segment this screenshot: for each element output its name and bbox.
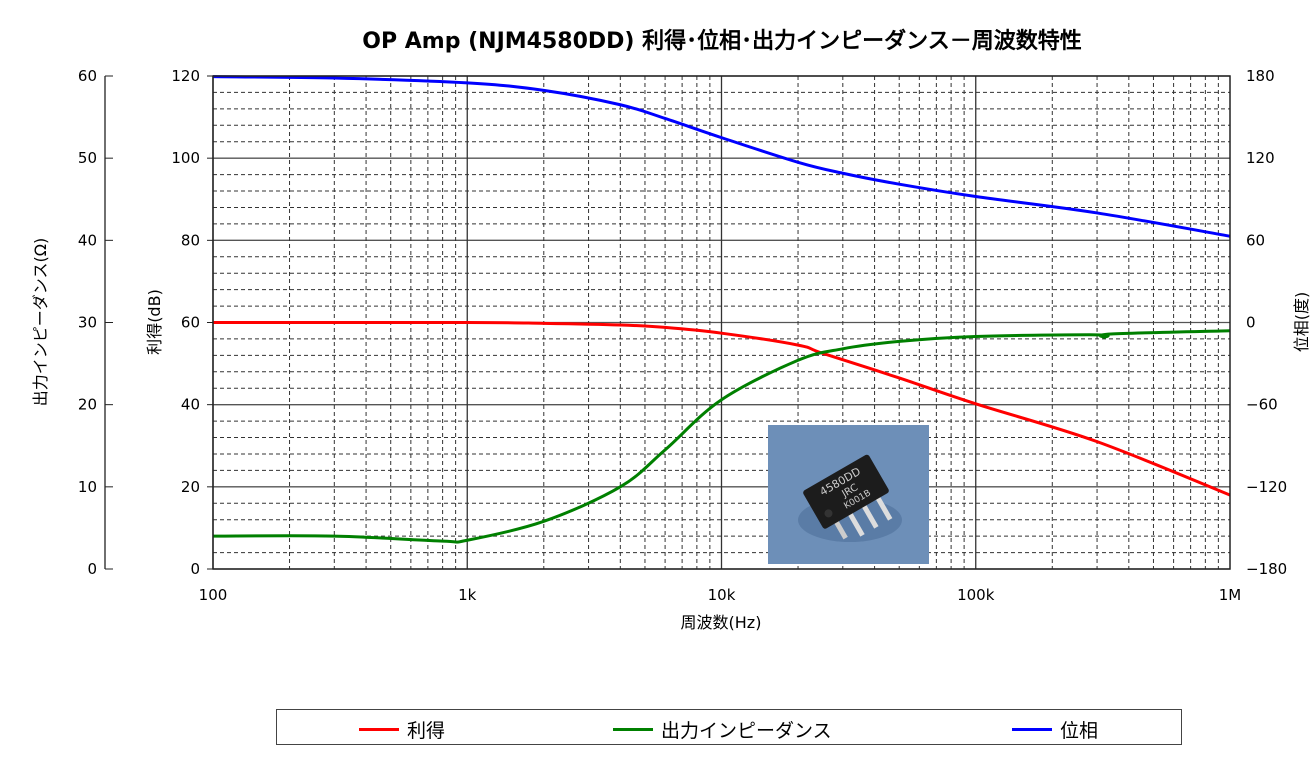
legend-swatch-phase [1012,728,1052,731]
x-tick-label: 1k [458,586,477,604]
gain-axis-label: 利得(dB) [145,289,164,355]
legend-swatch-impedance [613,728,653,731]
op-amp-photo: 4580DD JRC K001B [768,425,929,564]
phase-axis-label: 位相(度) [1292,292,1311,353]
phase-tick-label: 120 [1246,149,1275,167]
gain-tick-label: 80 [181,231,200,249]
legend-label-gain: 利得 [407,720,446,742]
series-group [212,75,1231,544]
legend: 利得 出力インピーダンス 位相 [276,709,1182,745]
x-tick-label: 100k [957,586,995,604]
phase-tick-label: −60 [1246,396,1278,414]
axes: 100 1k 10k 100k 1M 0 20 40 60 80 100 120 0 10 20 30 40 50… [78,67,1287,604]
impedance-tick-label: 40 [78,231,97,249]
phase-tick-label: 60 [1246,231,1265,249]
chart-title: OP Amp (NJM4580DD) 利得･位相･出力インピーダンス－周波数特性 [362,28,1081,54]
legend-item-phase: 位相 [1012,716,1098,743]
legend-swatch-gain [359,728,399,731]
impedance-tick-label: 10 [78,478,97,496]
x-tick-label: 1M [1219,586,1242,604]
impedance-tick-label: 30 [78,314,97,332]
gain-tick-label: 120 [171,67,200,85]
phase-tick-label: −120 [1246,478,1287,496]
phase-tick-label: −180 [1246,560,1287,578]
gain-line [212,320,1231,497]
phase-tick-label: 0 [1246,314,1256,332]
impedance-tick-label: 50 [78,149,97,167]
impedance-tick-label: 20 [78,396,97,414]
gain-tick-label: 20 [181,478,200,496]
impedance-tick-label: 60 [78,67,97,85]
legend-item-impedance: 出力インピーダンス [613,716,832,743]
x-tick-label: 10k [708,586,736,604]
gain-tick-label: 40 [181,396,200,414]
impedance-axis-label: 出力インピーダンス(Ω) [31,238,50,406]
gain-tick-label: 60 [181,314,200,332]
gain-tick-label: 100 [171,149,200,167]
x-axis-label: 周波数(Hz) [681,613,762,632]
impedance-tick-label: 0 [87,560,97,578]
legend-label-phase: 位相 [1060,720,1099,742]
phase-line [212,75,1231,238]
impedance-line [212,329,1231,544]
phase-tick-label: 180 [1246,67,1275,85]
x-tick-label: 100 [199,586,228,604]
legend-item-gain: 利得 [359,716,445,743]
gain-tick-label: 0 [190,560,200,578]
legend-label-impedance: 出力インピーダンス [661,720,832,742]
